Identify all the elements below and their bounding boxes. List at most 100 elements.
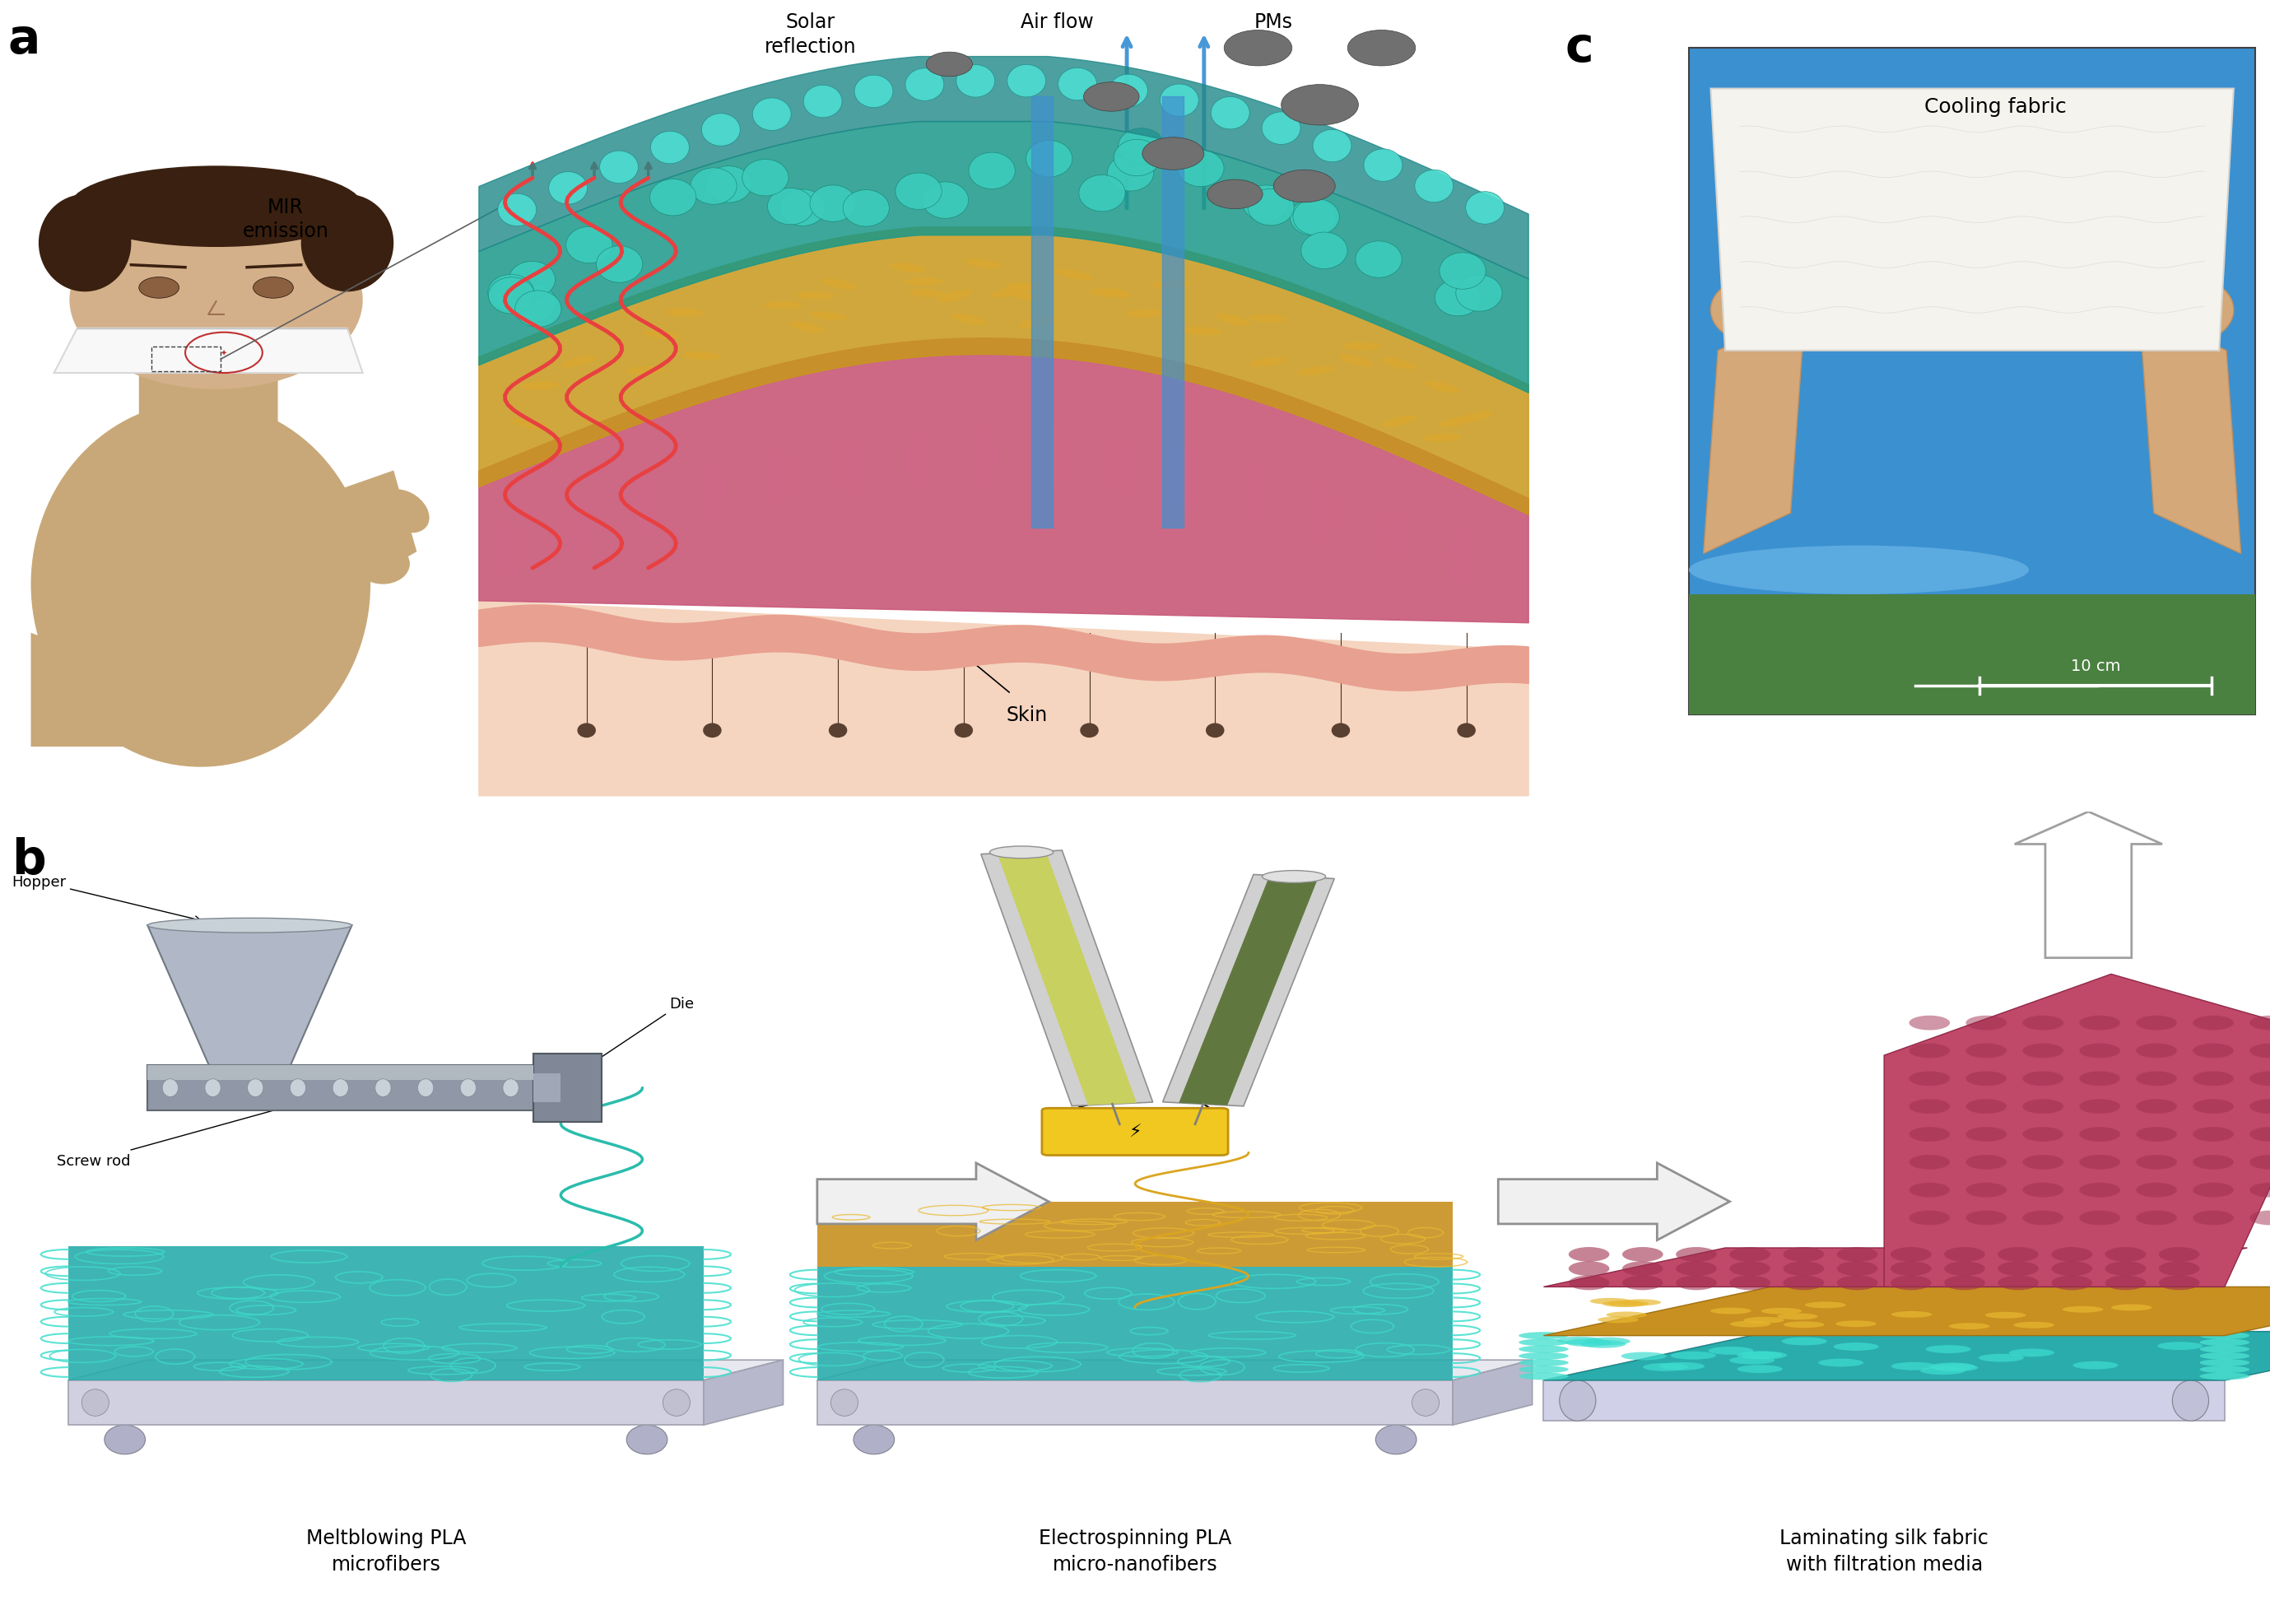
Circle shape (1675, 1276, 1716, 1289)
Ellipse shape (1210, 97, 1248, 130)
Ellipse shape (1378, 502, 1405, 567)
Polygon shape (68, 1380, 704, 1426)
Ellipse shape (953, 724, 974, 739)
Ellipse shape (39, 195, 132, 292)
Ellipse shape (1262, 870, 1326, 883)
Ellipse shape (1950, 1324, 1991, 1330)
Ellipse shape (1519, 1338, 1569, 1346)
Ellipse shape (1730, 1320, 1771, 1327)
Ellipse shape (356, 544, 411, 585)
Circle shape (1280, 86, 1357, 127)
Circle shape (2079, 1155, 2120, 1169)
Ellipse shape (495, 518, 524, 583)
Ellipse shape (1174, 447, 1203, 512)
Ellipse shape (701, 114, 740, 146)
Ellipse shape (1466, 192, 1505, 224)
Ellipse shape (2172, 1380, 2209, 1421)
Ellipse shape (1382, 416, 1416, 427)
Circle shape (2052, 1262, 2093, 1276)
Ellipse shape (1519, 1346, 1569, 1353)
Ellipse shape (2200, 1353, 2250, 1359)
Circle shape (2136, 1155, 2177, 1169)
Circle shape (2250, 1212, 2270, 1224)
Circle shape (1966, 1212, 2007, 1224)
Circle shape (2193, 1182, 2234, 1197)
Ellipse shape (1559, 1380, 1596, 1421)
Ellipse shape (699, 460, 726, 525)
Ellipse shape (1782, 1337, 1827, 1345)
Text: Skin: Skin (1006, 705, 1046, 724)
Circle shape (1909, 1155, 1950, 1169)
Ellipse shape (890, 263, 926, 273)
Ellipse shape (1741, 1351, 1786, 1359)
Ellipse shape (704, 724, 722, 739)
Polygon shape (1544, 1247, 2247, 1286)
Circle shape (2023, 1099, 2063, 1114)
Ellipse shape (690, 169, 738, 205)
Circle shape (1966, 1182, 2007, 1197)
Ellipse shape (163, 1080, 179, 1098)
Ellipse shape (1078, 175, 1126, 213)
Ellipse shape (1312, 130, 1351, 162)
Circle shape (2250, 1127, 2270, 1142)
Ellipse shape (375, 1080, 390, 1098)
Ellipse shape (754, 99, 792, 132)
Ellipse shape (1115, 140, 1160, 177)
Ellipse shape (1437, 416, 1473, 429)
Circle shape (2193, 1072, 2234, 1086)
Ellipse shape (1205, 724, 1224, 739)
Circle shape (2193, 1099, 2234, 1114)
Circle shape (2023, 1017, 2063, 1031)
Ellipse shape (1621, 1353, 1666, 1361)
Circle shape (2079, 1072, 2120, 1086)
Ellipse shape (1519, 1359, 1569, 1366)
FancyBboxPatch shape (138, 357, 277, 438)
Circle shape (1675, 1262, 1716, 1276)
Ellipse shape (2200, 1359, 2250, 1366)
Circle shape (2136, 1212, 2177, 1224)
Circle shape (2250, 1182, 2270, 1197)
Ellipse shape (577, 724, 595, 739)
Circle shape (1142, 138, 1203, 171)
Ellipse shape (631, 477, 658, 542)
Circle shape (926, 52, 972, 76)
Ellipse shape (1435, 279, 1480, 317)
Circle shape (2079, 1182, 2120, 1197)
Ellipse shape (938, 291, 972, 302)
Ellipse shape (1244, 185, 1289, 222)
Ellipse shape (1081, 724, 1099, 739)
Ellipse shape (1580, 1340, 1625, 1348)
Ellipse shape (779, 190, 826, 227)
Ellipse shape (835, 434, 863, 499)
Text: Air flow: Air flow (1022, 13, 1094, 32)
Ellipse shape (2200, 1366, 2250, 1374)
Ellipse shape (1248, 315, 1287, 323)
Circle shape (1891, 1262, 1932, 1276)
Ellipse shape (82, 1390, 109, 1416)
Circle shape (1998, 1262, 2038, 1276)
Ellipse shape (1743, 1317, 1784, 1324)
Circle shape (1943, 1262, 1984, 1276)
Circle shape (1569, 1247, 1609, 1262)
Ellipse shape (1671, 1351, 1716, 1359)
Ellipse shape (488, 278, 536, 315)
Circle shape (1208, 180, 1262, 209)
Ellipse shape (1519, 1353, 1569, 1359)
Polygon shape (1544, 1380, 2225, 1421)
Ellipse shape (1805, 1302, 1846, 1309)
Ellipse shape (969, 153, 1015, 190)
Ellipse shape (302, 195, 393, 292)
Ellipse shape (972, 425, 999, 490)
Circle shape (254, 278, 293, 299)
Ellipse shape (829, 724, 847, 739)
Ellipse shape (854, 1426, 894, 1455)
Ellipse shape (511, 286, 556, 322)
Circle shape (1836, 1262, 1877, 1276)
Ellipse shape (1834, 1343, 1880, 1351)
Ellipse shape (992, 287, 1028, 299)
Ellipse shape (1019, 317, 1056, 328)
Ellipse shape (1006, 283, 1044, 291)
Circle shape (1909, 1212, 1950, 1224)
Ellipse shape (1382, 357, 1416, 370)
Circle shape (2104, 1247, 2145, 1262)
